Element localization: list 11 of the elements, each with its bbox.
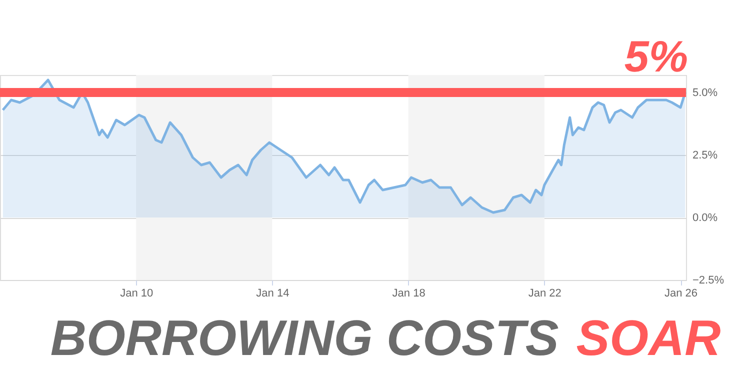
- x-tick-label: Jan 14: [256, 288, 290, 300]
- x-tick-label: Jan 26: [664, 288, 698, 300]
- text: BORROWING COSTS SOAR: [50, 310, 721, 366]
- y-tick-label: 0.0%: [692, 212, 718, 224]
- x-tick-label: Jan 10: [120, 288, 154, 300]
- y-tick-label: 5.0%: [692, 87, 718, 99]
- y-tick-label: 2.5%: [692, 150, 718, 162]
- x-tick-label: Jan 18: [392, 288, 426, 300]
- x-tick-label: Jan 22: [528, 288, 562, 300]
- y-tick-label: −2.5%: [692, 274, 724, 286]
- ref-line-label: 5%: [624, 32, 688, 82]
